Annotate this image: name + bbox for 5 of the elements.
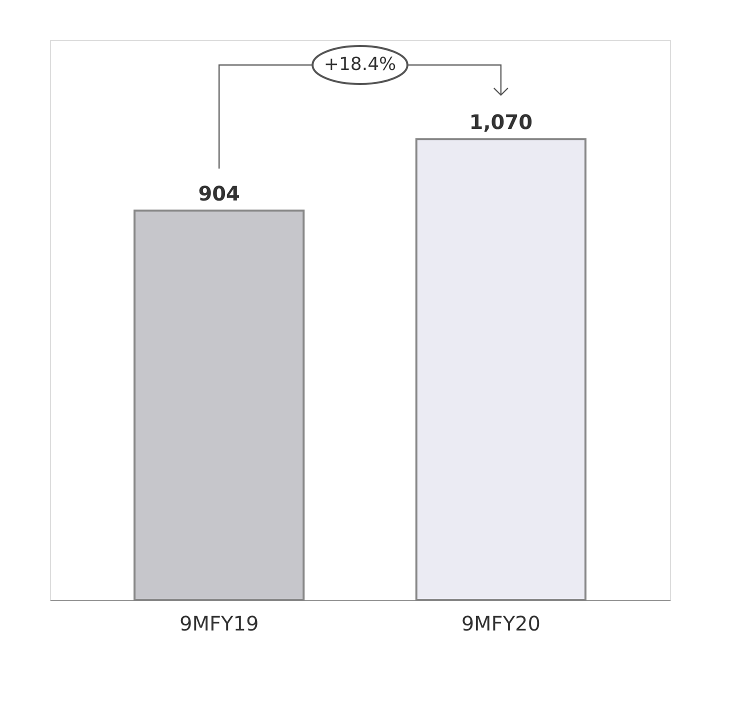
annotation: +18.4%	[324, 54, 396, 75]
data-label: 1,070	[469, 110, 533, 134]
data-label: 904	[198, 182, 240, 206]
x-tick-label: 9MFY20	[461, 612, 540, 636]
x-tick-label: 9MFY19	[180, 612, 259, 636]
